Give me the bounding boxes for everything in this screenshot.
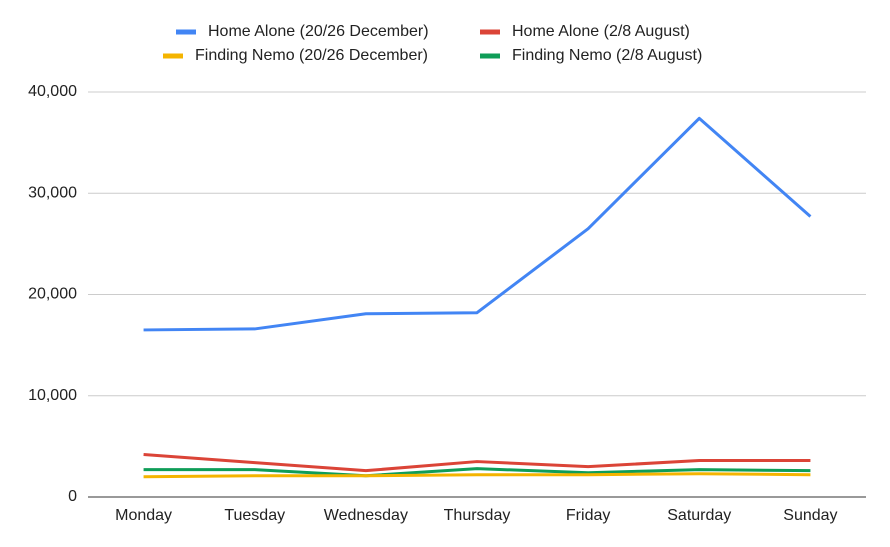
x-tick-label: Friday <box>566 507 610 524</box>
series-line <box>143 116 812 332</box>
x-tick-label: Thursday <box>444 507 511 524</box>
legend-label: Finding Nemo (2/8 August) <box>512 47 702 64</box>
legend-label: Finding Nemo (20/26 December) <box>195 47 428 64</box>
series-line <box>143 452 811 473</box>
x-tick-label: Monday <box>115 507 172 524</box>
y-tick-label: 20,000 <box>28 286 77 303</box>
x-tick-label: Sunday <box>783 507 837 524</box>
y-tick-label: 0 <box>68 488 77 505</box>
legend-label: Home Alone (2/8 August) <box>512 23 690 40</box>
legend-label: Home Alone (20/26 December) <box>208 23 429 40</box>
x-tick-label: Wednesday <box>324 507 408 524</box>
y-tick-label: 30,000 <box>28 184 77 201</box>
y-tick-label: 40,000 <box>28 83 77 100</box>
series-line <box>143 467 811 478</box>
series-line <box>143 472 811 479</box>
x-tick-label: Saturday <box>667 507 731 524</box>
x-tick-label: Tuesday <box>224 507 285 524</box>
y-tick-label: 10,000 <box>28 387 77 404</box>
